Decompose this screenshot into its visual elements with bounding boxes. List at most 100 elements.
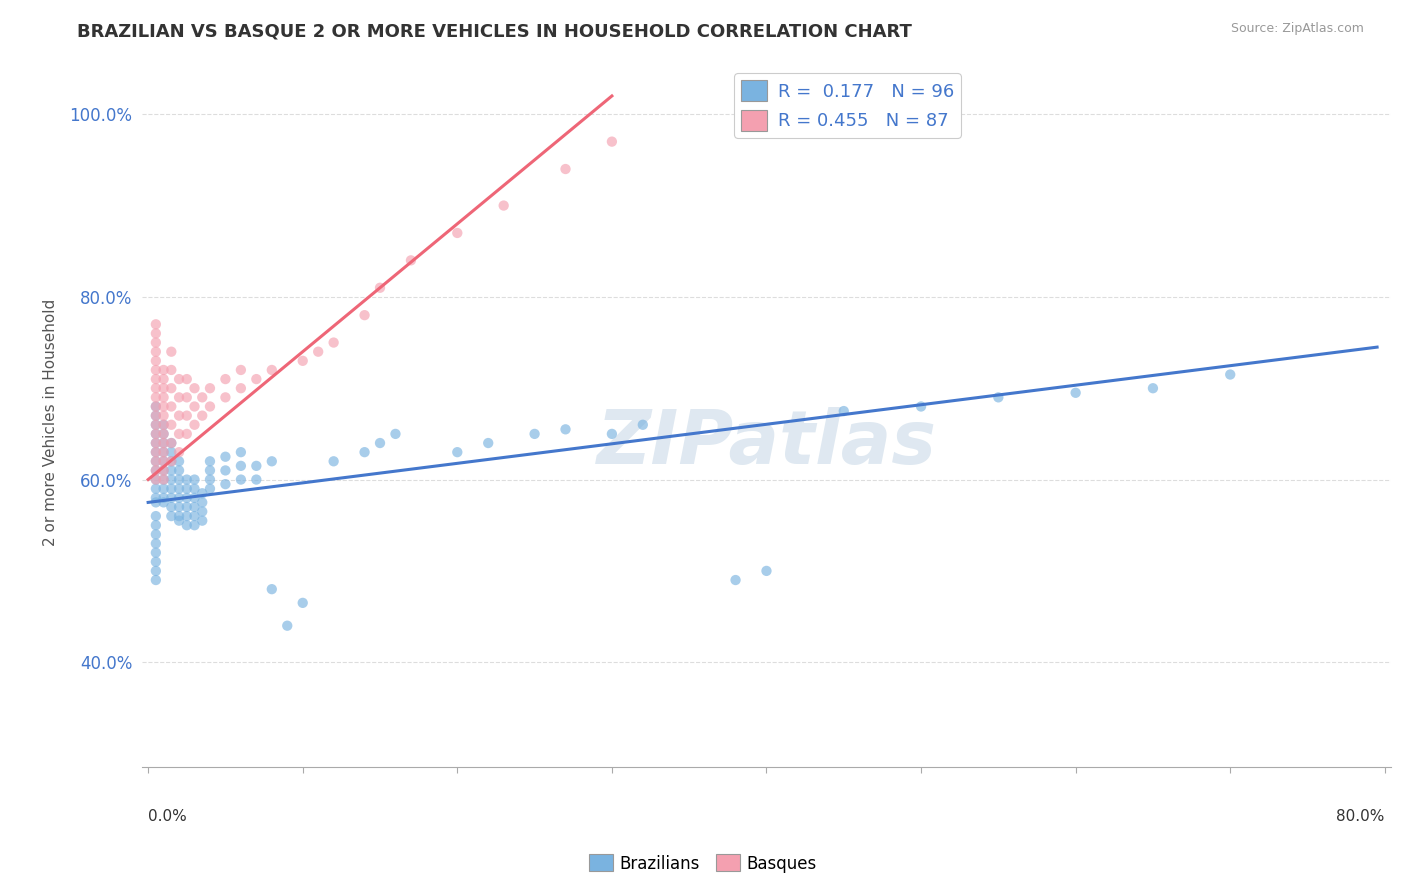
Point: [214, 390, 236, 404]
Point: [152, 417, 174, 432]
Point: [1142, 381, 1164, 395]
Point: [152, 436, 174, 450]
Point: [492, 198, 515, 212]
Point: [160, 381, 183, 395]
Point: [145, 463, 167, 477]
Point: [167, 454, 190, 468]
Point: [167, 473, 190, 487]
Point: [176, 426, 198, 441]
Point: [446, 226, 468, 240]
Point: [554, 422, 576, 436]
Point: [167, 491, 190, 505]
Text: Source: ZipAtlas.com: Source: ZipAtlas.com: [1230, 22, 1364, 36]
Point: [145, 426, 167, 441]
Point: [176, 390, 198, 404]
Point: [145, 564, 167, 578]
Point: [191, 504, 214, 518]
Point: [191, 390, 214, 404]
Point: [145, 372, 167, 386]
Point: [152, 473, 174, 487]
Point: [523, 426, 546, 441]
Point: [145, 318, 167, 332]
Point: [1064, 385, 1087, 400]
Point: [176, 473, 198, 487]
Point: [145, 495, 167, 509]
Point: [145, 546, 167, 560]
Point: [322, 454, 344, 468]
Point: [145, 381, 167, 395]
Point: [176, 491, 198, 505]
Point: [260, 454, 283, 468]
Point: [183, 381, 205, 395]
Point: [368, 281, 391, 295]
Point: [176, 500, 198, 514]
Point: [191, 486, 214, 500]
Point: [477, 436, 499, 450]
Point: [600, 426, 623, 441]
Point: [399, 253, 422, 268]
Point: [145, 426, 167, 441]
Point: [152, 454, 174, 468]
Point: [229, 381, 252, 395]
Point: [160, 454, 183, 468]
Point: [245, 372, 267, 386]
Point: [183, 500, 205, 514]
Point: [145, 473, 167, 487]
Point: [198, 473, 221, 487]
Text: ZIPatlas: ZIPatlas: [596, 407, 936, 480]
Point: [152, 372, 174, 386]
Point: [152, 426, 174, 441]
Point: [160, 454, 183, 468]
Point: [167, 372, 190, 386]
Point: [167, 463, 190, 477]
Point: [160, 436, 183, 450]
Point: [145, 326, 167, 341]
Point: [145, 555, 167, 569]
Point: [152, 495, 174, 509]
Point: [291, 596, 314, 610]
Point: [145, 409, 167, 423]
Point: [191, 514, 214, 528]
Point: [152, 436, 174, 450]
Point: [191, 409, 214, 423]
Point: [152, 463, 174, 477]
Point: [152, 426, 174, 441]
Legend: Brazilians, Basques: Brazilians, Basques: [582, 847, 824, 880]
Point: [291, 354, 314, 368]
Point: [145, 436, 167, 450]
Point: [183, 518, 205, 533]
Point: [152, 409, 174, 423]
Point: [160, 491, 183, 505]
Point: [160, 445, 183, 459]
Point: [145, 536, 167, 550]
Point: [554, 161, 576, 176]
Point: [160, 400, 183, 414]
Point: [191, 495, 214, 509]
Point: [176, 482, 198, 496]
Point: [167, 482, 190, 496]
Point: [307, 344, 329, 359]
Point: [167, 426, 190, 441]
Point: [910, 400, 932, 414]
Point: [832, 404, 855, 418]
Point: [167, 409, 190, 423]
Point: [160, 500, 183, 514]
Point: [176, 409, 198, 423]
Point: [145, 363, 167, 377]
Point: [167, 514, 190, 528]
Point: [145, 509, 167, 524]
Point: [198, 463, 221, 477]
Point: [152, 482, 174, 496]
Point: [152, 381, 174, 395]
Point: [176, 518, 198, 533]
Point: [160, 344, 183, 359]
Point: [245, 458, 267, 473]
Point: [152, 417, 174, 432]
Point: [145, 573, 167, 587]
Point: [229, 363, 252, 377]
Point: [152, 445, 174, 459]
Point: [214, 450, 236, 464]
Point: [214, 463, 236, 477]
Point: [446, 445, 468, 459]
Point: [152, 390, 174, 404]
